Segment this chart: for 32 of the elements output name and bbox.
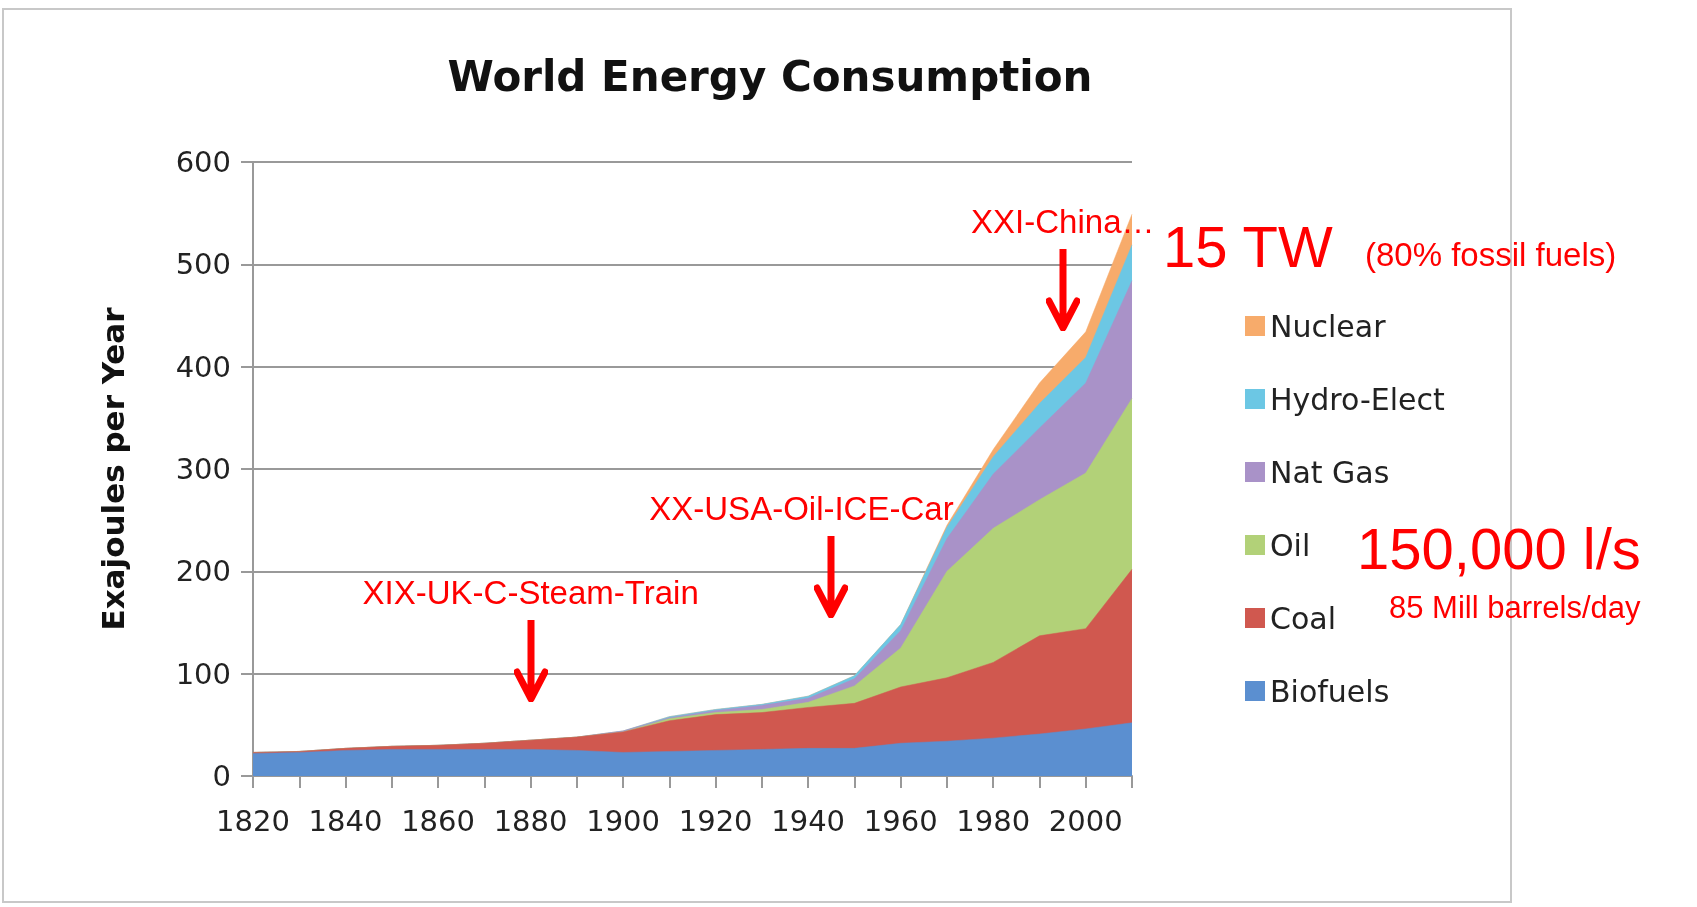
y-tick-label: 300 [175, 452, 231, 486]
text: 150,000 l/s [1357, 516, 1641, 581]
x-tick-label: 1960 [863, 803, 938, 838]
chart-title: World Energy Consumption [447, 51, 1093, 101]
x-tick-label: 1980 [956, 803, 1031, 838]
legend-label: Biofuels [1270, 673, 1390, 709]
y-axis-title: Exajoules per Year [94, 306, 131, 631]
legend-label: Nuclear [1270, 308, 1387, 344]
x-tick-label: 1940 [771, 803, 846, 838]
y-tick-label: 0 [212, 759, 231, 793]
text: (80% fossil fuels) [1365, 236, 1617, 273]
text: 15 TW [1163, 214, 1333, 279]
y-tick-label: 400 [175, 349, 231, 384]
annotation: XX-USA-Oil-ICE-Car [649, 489, 954, 527]
annotation: XIX-UK-C-Steam-Train [362, 573, 699, 611]
legend-label: Oil [1270, 527, 1311, 563]
x-tick-label: 1900 [586, 803, 661, 838]
text: 85 Mill barrels/day [1389, 590, 1641, 625]
x-tick-label: 1880 [493, 803, 568, 838]
y-tick-label: 600 [175, 145, 231, 179]
x-tick-label: 2000 [1048, 803, 1123, 838]
x-tick-label: 1840 [308, 803, 383, 838]
legend-label: Nat Gas [1270, 454, 1390, 490]
x-tick-label: 1820 [216, 803, 290, 838]
y-tick-label: 500 [175, 247, 231, 282]
x-tick-label: 1860 [401, 803, 475, 838]
y-tick-label: 200 [175, 554, 231, 589]
y-tick-label: 100 [175, 656, 231, 691]
x-tick-label: 1920 [678, 803, 753, 838]
annotation: XXI-China… [971, 203, 1155, 241]
legend-label: Coal [1270, 600, 1337, 636]
legend-label: Hydro-Elect [1270, 381, 1446, 417]
